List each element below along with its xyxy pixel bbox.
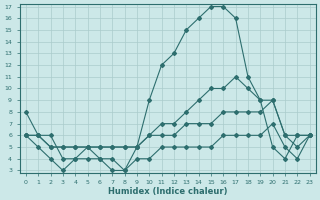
X-axis label: Humidex (Indice chaleur): Humidex (Indice chaleur) [108, 187, 228, 196]
